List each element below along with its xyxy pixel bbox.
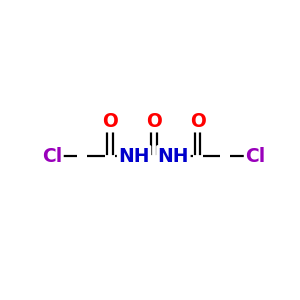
Text: O: O [190, 112, 206, 131]
Text: O: O [102, 112, 118, 131]
Text: Cl: Cl [245, 147, 266, 166]
Text: NH: NH [118, 147, 150, 166]
Text: NH: NH [158, 147, 189, 166]
Text: Cl: Cl [42, 147, 62, 166]
Text: O: O [146, 112, 162, 131]
